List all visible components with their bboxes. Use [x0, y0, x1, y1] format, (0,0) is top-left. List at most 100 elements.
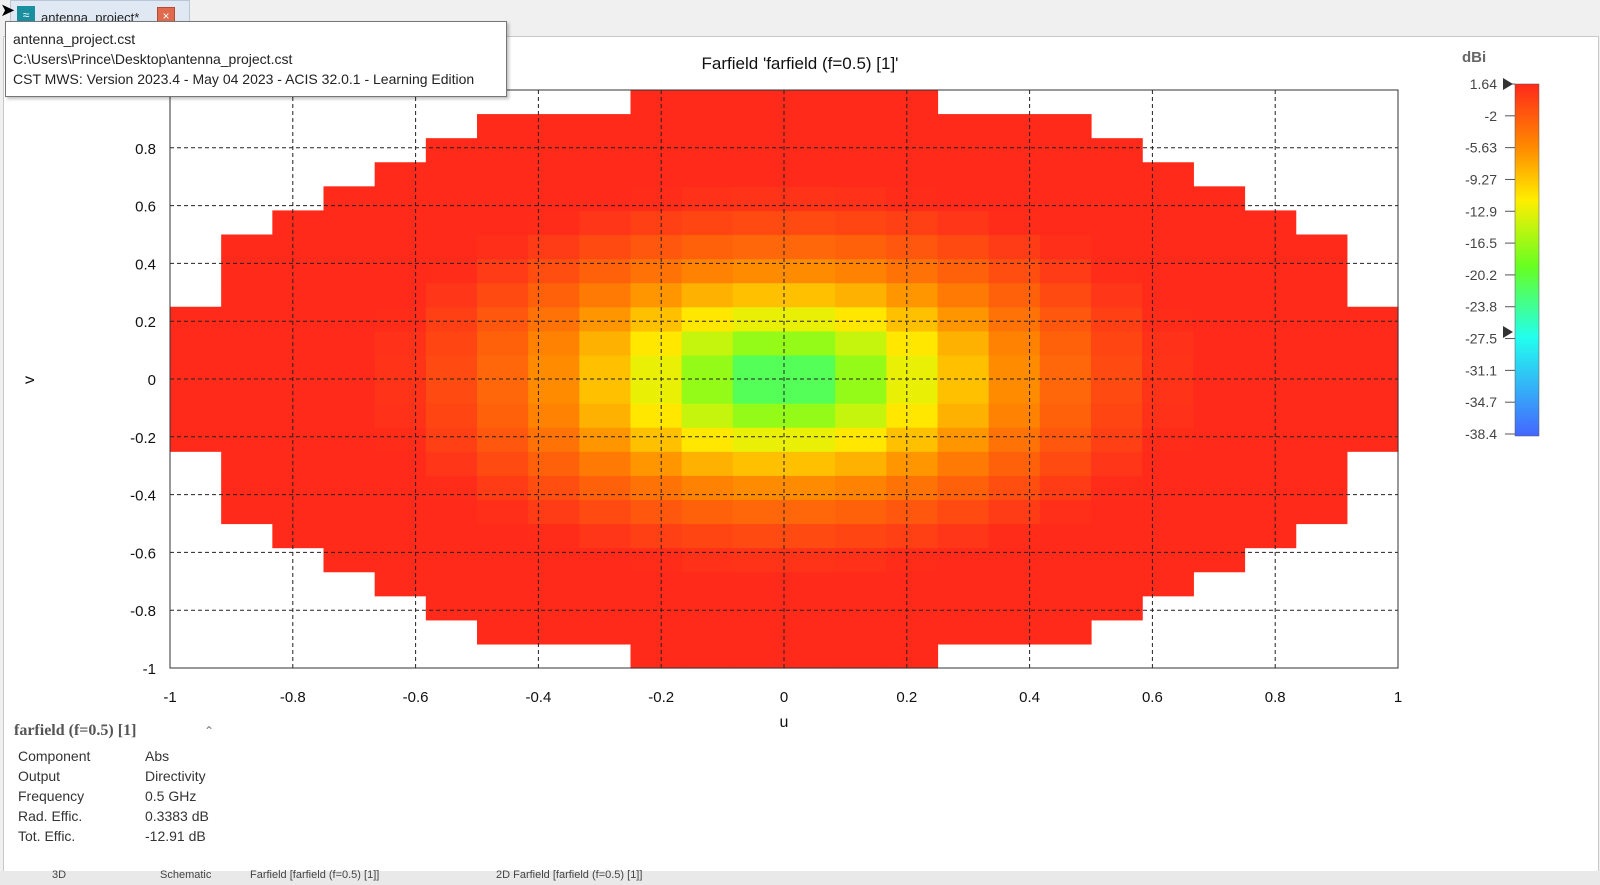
heatmap-cell	[1245, 210, 1297, 235]
heatmap-cell	[426, 210, 478, 235]
heatmap-cell	[1091, 186, 1143, 211]
heatmap-cell	[784, 620, 836, 645]
heatmap-cell	[784, 548, 836, 573]
heatmap-cell	[324, 235, 376, 260]
collapse-icon[interactable]: ⌃	[204, 724, 214, 738]
heatmap-cell	[784, 90, 836, 115]
heatmap-cell	[631, 355, 683, 380]
heatmap-cell	[784, 259, 836, 284]
heatmap-cell	[272, 283, 324, 308]
heatmap-cell	[835, 644, 887, 669]
heatmap-cell	[1347, 307, 1399, 332]
heatmap-cell	[835, 379, 887, 404]
heatmap-cell	[426, 403, 478, 428]
heatmap-cell	[886, 475, 938, 500]
heatmap-cell	[631, 548, 683, 573]
colorbar-max-marker-icon[interactable]	[1503, 78, 1513, 90]
heatmap-cell	[579, 235, 631, 260]
y-tick-label: -0.8	[130, 603, 156, 620]
x-tick-label: 0.4	[1019, 689, 1040, 706]
heatmap-cell	[784, 572, 836, 597]
heatmap-cell	[426, 475, 478, 500]
heatmap-cell	[579, 499, 631, 524]
tab-2d-farfield[interactable]: 2D Farfield [farfield (f=0.5) [1]]	[496, 869, 642, 881]
heatmap-cell	[1245, 355, 1297, 380]
tab-schematic[interactable]: Schematic	[160, 869, 211, 881]
heatmap-cell	[528, 548, 580, 573]
heatmap-cell	[1091, 259, 1143, 284]
heatmap-cell	[733, 427, 785, 452]
heatmap-cell	[989, 596, 1041, 621]
heatmap-cell	[477, 162, 529, 187]
heatmap-cell	[426, 572, 478, 597]
heatmap-cell	[477, 210, 529, 235]
heatmap-cell	[426, 451, 478, 476]
heatmap-cell	[733, 403, 785, 428]
heatmap-cell	[1091, 379, 1143, 404]
heatmap-cell	[1091, 451, 1143, 476]
farfield-info-panel: farfield (f=0.5) [1] ⌃ Component Abs Outp…	[14, 722, 254, 846]
x-tick-label: -1	[163, 689, 176, 706]
heatmap-cell	[784, 427, 836, 452]
heatmap-cell	[272, 524, 324, 549]
heatmap-cell	[938, 620, 990, 645]
heatmap-cell	[375, 403, 427, 428]
heatmap-cell	[528, 572, 580, 597]
heatmap-cell	[682, 427, 734, 452]
heatmap-cell	[733, 379, 785, 404]
colorbar-tick-label: -12.9	[1465, 203, 1497, 219]
heatmap-cell	[989, 403, 1041, 428]
mouse-cursor-icon: ➤	[0, 0, 15, 21]
heatmap-cell	[631, 138, 683, 163]
colorbar-tick-label: -9.27	[1465, 171, 1497, 187]
heatmap-cell	[989, 331, 1041, 356]
heatmap-cell	[1091, 355, 1143, 380]
tab-3d[interactable]: 3D	[52, 869, 66, 881]
heatmap-cell	[835, 548, 887, 573]
heatmap-cell	[477, 451, 529, 476]
heatmap-cell	[989, 427, 1041, 452]
heatmap-cell	[1142, 210, 1194, 235]
heatmap-cell	[528, 524, 580, 549]
heatmap-cell	[579, 572, 631, 597]
heatmap-cell	[579, 524, 631, 549]
colorbar-tick-label: -23.8	[1465, 299, 1497, 315]
heatmap-cell	[1245, 403, 1297, 428]
x-tick-label: -0.8	[280, 689, 306, 706]
heatmap-cell	[733, 355, 785, 380]
heatmap-cell	[784, 235, 836, 260]
tab-farfield[interactable]: Farfield [farfield (f=0.5) [1]]	[250, 869, 379, 881]
heatmap-cell	[1193, 548, 1245, 573]
heatmap-cell	[835, 259, 887, 284]
heatmap-cell	[1091, 475, 1143, 500]
heatmap-cell	[1142, 475, 1194, 500]
heatmap-cell	[1142, 355, 1194, 380]
heatmap-cell	[989, 451, 1041, 476]
heatmap-cell	[989, 162, 1041, 187]
heatmap-cell	[528, 259, 580, 284]
heatmap-cell	[1245, 235, 1297, 260]
heatmap-cell	[631, 379, 683, 404]
heatmap-cell	[1091, 596, 1143, 621]
heatmap-cell	[477, 283, 529, 308]
heatmap-cell	[1091, 524, 1143, 549]
heatmap-cell	[528, 162, 580, 187]
heatmap-cell	[1347, 427, 1399, 452]
heatmap-cell	[579, 114, 631, 139]
heatmap-cell	[1091, 572, 1143, 597]
heatmap-cell	[989, 548, 1041, 573]
heatmap-cell	[1245, 259, 1297, 284]
heatmap-cell	[1193, 235, 1245, 260]
heatmap-cell	[1193, 259, 1245, 284]
heatmap-cell	[324, 283, 376, 308]
x-axis-label: u	[780, 714, 789, 731]
heatmap-cell	[375, 235, 427, 260]
heatmap-cell	[477, 427, 529, 452]
heatmap-cell	[477, 572, 529, 597]
heatmap-cell	[426, 427, 478, 452]
colorbar-min-marker-icon[interactable]	[1503, 326, 1513, 338]
heatmap-cell	[1347, 331, 1399, 356]
heatmap-cell	[1142, 499, 1194, 524]
heatmap-cell	[1040, 283, 1092, 308]
heatmap-cell	[221, 235, 273, 260]
